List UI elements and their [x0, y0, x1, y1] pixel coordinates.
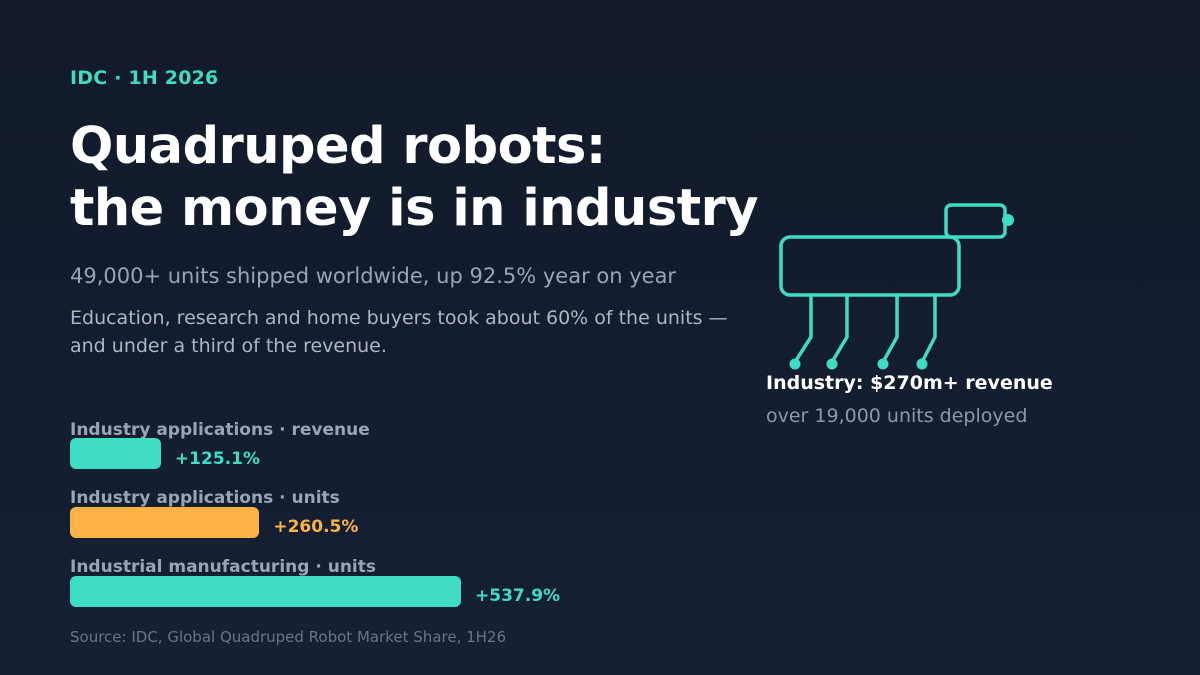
robot-body — [779, 235, 961, 297]
bar-value-label: +537.9% — [475, 586, 561, 606]
bar-value-label: +260.5% — [273, 517, 359, 537]
robot-foot-4 — [916, 358, 928, 370]
page-title: Quadruped robots: the money is in indust… — [70, 116, 758, 240]
callout-units: over 19,000 units deployed — [766, 405, 1028, 427]
source-note: Source: IDC, Global Quadruped Robot Mark… — [70, 628, 507, 646]
bar-label: Industry applications · units — [70, 488, 340, 508]
robot-foot-2 — [826, 358, 838, 370]
note: Education, research and home buyers took… — [70, 304, 790, 360]
bar-label: Industry applications · revenue — [70, 420, 370, 440]
robot-leg-4 — [920, 293, 937, 364]
robot-leg-3 — [881, 293, 899, 364]
note-line-2: and under a third of the revenue. — [70, 335, 387, 357]
note-line-1: Education, research and home buyers took… — [70, 307, 728, 329]
bar-label: Industrial manufacturing · units — [70, 557, 376, 577]
robot-leg-1 — [793, 293, 813, 364]
robot-foot-3 — [877, 358, 889, 370]
title-line-2: the money is in industry — [70, 179, 758, 238]
title-line-1: Quadruped robots: — [70, 117, 606, 176]
bar — [70, 507, 260, 538]
robot-head — [944, 203, 1007, 239]
bar — [70, 576, 461, 607]
bar-value-label: +125.1% — [174, 449, 260, 469]
robot-eye — [1002, 214, 1014, 226]
bar — [70, 438, 161, 469]
robot-foot-1 — [789, 358, 801, 370]
robot-leg-2 — [830, 293, 849, 364]
kicker: IDC · 1H 2026 — [70, 67, 219, 89]
subtitle: 49,000+ units shipped worldwide, up 92.5… — [70, 264, 677, 288]
callout-revenue: Industry: $270m+ revenue — [766, 372, 1053, 394]
